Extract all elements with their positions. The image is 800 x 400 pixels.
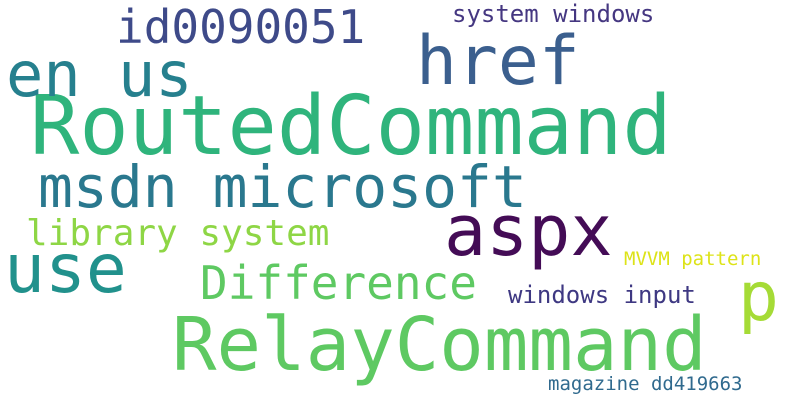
word-use: use <box>4 230 127 309</box>
word-mvvm-pattern: MVVM pattern <box>624 248 762 270</box>
word-msdn-microsoft: msdn microsoft <box>38 153 527 221</box>
word-windows-input: windows input <box>508 281 696 309</box>
word-en-us: en us <box>6 38 193 111</box>
word-library-system: library system <box>26 213 330 254</box>
word-difference: Difference <box>200 256 477 310</box>
word-aspx: aspx <box>444 190 613 272</box>
word-magazine-dd419663: magazine dd419663 <box>548 373 743 395</box>
word-id0090051: id0090051 <box>116 0 366 54</box>
word-relaycommand: RelayCommand <box>172 302 707 388</box>
word-system-windows: system windows <box>452 0 655 28</box>
word-href: href <box>416 22 580 101</box>
word-p: p <box>738 258 779 337</box>
word-routedcommand: RoutedCommand <box>30 79 672 174</box>
